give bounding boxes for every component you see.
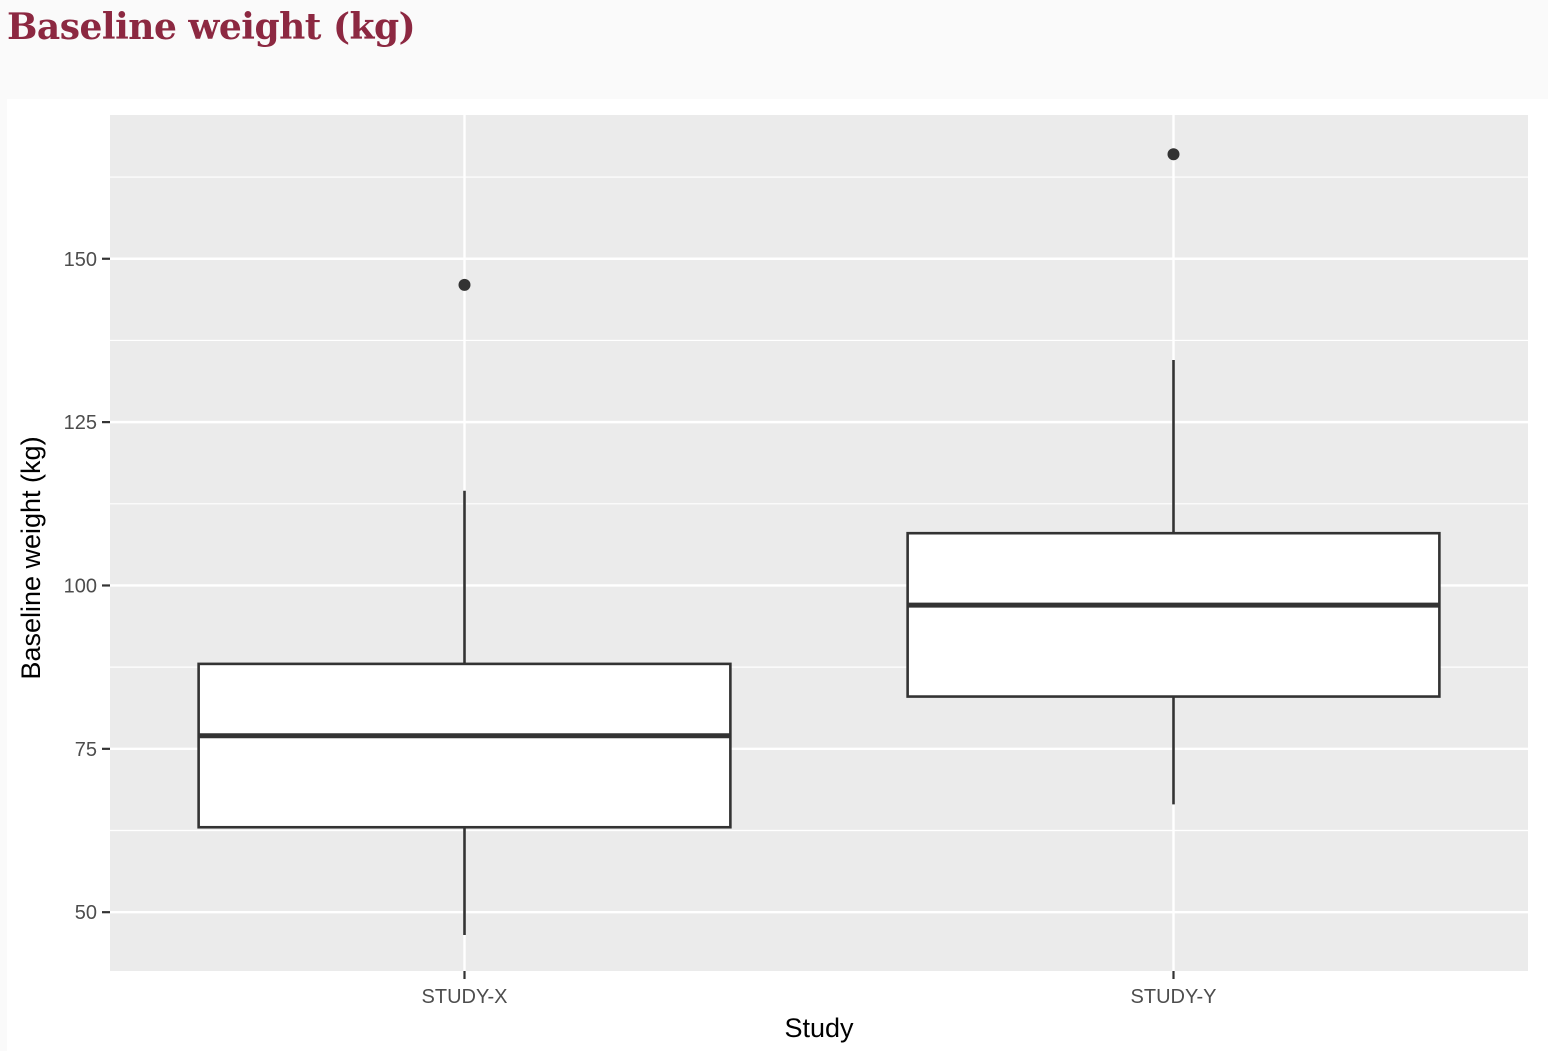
- y-tick-label: 50: [75, 902, 97, 924]
- plot-card: 50 75 100 125 150 STUDY-X STUDY-Y Study Basel…: [7, 99, 1548, 1051]
- x-tick-label: STUDY-X: [422, 986, 508, 1008]
- y-tick-label: 75: [75, 739, 97, 761]
- y-axis: 50 75 100 125 150: [64, 249, 110, 924]
- box-study-y: [906, 148, 1441, 805]
- page-title: Baseline weight (kg): [7, 6, 416, 48]
- x-axis-title: Study: [784, 1013, 854, 1043]
- x-tick-label: STUDY-Y: [1131, 986, 1217, 1008]
- y-axis-title: Baseline weight (kg): [16, 436, 46, 679]
- box-study-x: [197, 278, 732, 936]
- boxplot-chart: 50 75 100 125 150 STUDY-X STUDY-Y Study Basel…: [16, 115, 1528, 1043]
- y-tick-label: 125: [64, 412, 97, 434]
- y-tick-label: 100: [64, 575, 97, 597]
- iqr-box: [906, 531, 1441, 698]
- y-tick-label: 150: [64, 249, 97, 271]
- outlier-point: [458, 278, 471, 291]
- iqr-box: [197, 662, 732, 829]
- outlier-point: [1167, 148, 1180, 161]
- x-axis: STUDY-X STUDY-Y: [422, 971, 1217, 1008]
- boxes: [197, 148, 1441, 936]
